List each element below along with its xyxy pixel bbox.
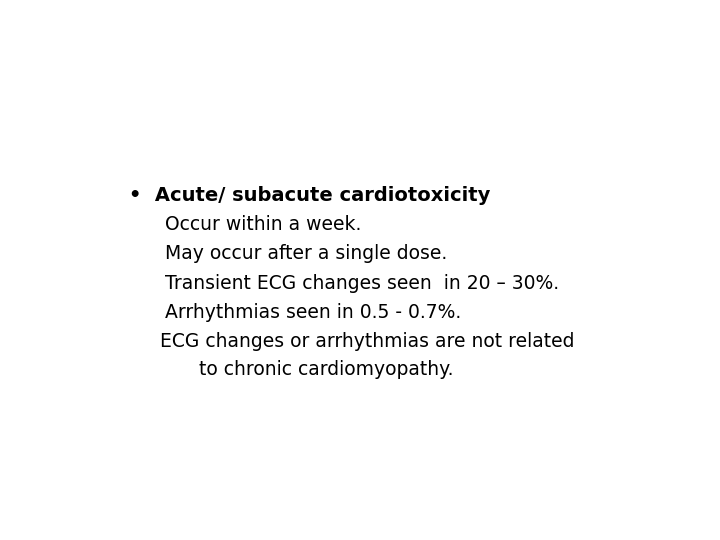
Text: to chronic cardiomyopathy.: to chronic cardiomyopathy. [199,360,454,379]
Text: ECG changes or arrhythmias are not related: ECG changes or arrhythmias are not relat… [160,332,575,351]
Text: •  Acute/ subacute cardiotoxicity: • Acute/ subacute cardiotoxicity [129,186,490,205]
Text: Occur within a week.: Occur within a week. [166,215,361,234]
Text: May occur after a single dose.: May occur after a single dose. [166,245,448,264]
Text: Transient ECG changes seen  in 20 – 30%.: Transient ECG changes seen in 20 – 30%. [166,274,559,293]
Text: Arrhythmias seen in 0.5 - 0.7%.: Arrhythmias seen in 0.5 - 0.7%. [166,303,462,322]
